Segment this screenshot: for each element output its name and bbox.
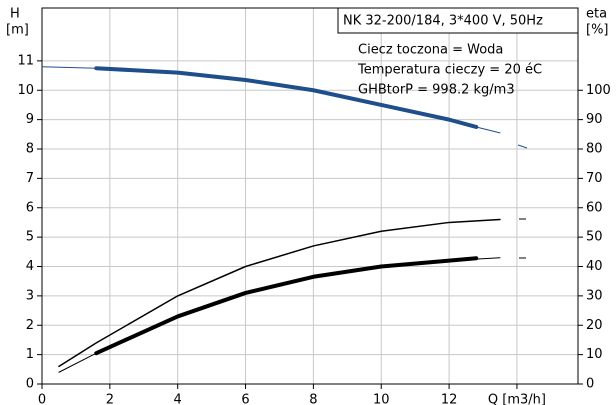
y2-tick-label: 50 (586, 230, 603, 245)
y-tick-label: 10 (17, 83, 34, 98)
y-tick-label: 0 (26, 377, 34, 392)
y-tick-label: 2 (26, 318, 34, 333)
curve (94, 256, 479, 356)
y2-tick-label: 90 (586, 112, 603, 127)
y2-tick-label: 100 (586, 83, 611, 98)
x-tick-label: 0 (38, 393, 46, 405)
x-tick-label: 6 (241, 393, 249, 405)
curve (58, 218, 501, 368)
y2-tick-label: 20 (586, 318, 603, 333)
annotation: Ciecz toczona = Woda (358, 43, 503, 58)
annotation: Temperatura cieczy = 20 éC (357, 63, 542, 78)
curve-end-dash (517, 144, 528, 149)
y-axis-label: [m] (6, 23, 29, 38)
y-tick-label: 1 (26, 347, 34, 362)
y2-tick-label: 30 (586, 288, 603, 303)
y2-axis-label: eta (586, 7, 607, 22)
x-tick-label: 10 (373, 393, 390, 405)
marks (41, 66, 501, 373)
y2-tick-label: 40 (586, 259, 603, 274)
chart-title: NK 32-200/184, 3*400 V, 50Hz (343, 14, 543, 29)
x-tick-label: 4 (174, 393, 182, 405)
annotation: GHBtorP = 998.2 kg/m3 (358, 83, 515, 98)
y2-tick-label: 80 (586, 142, 603, 157)
y-tick-label: 11 (17, 53, 34, 68)
y2-tick-label: 10 (586, 347, 603, 362)
y-tick-label: 6 (26, 200, 34, 215)
y-tick-label: 9 (26, 112, 34, 127)
x-tick-label: 2 (106, 393, 114, 405)
y2-tick-label: 60 (586, 200, 603, 215)
y-tick-label: 4 (26, 259, 34, 274)
y-tick-label: 8 (26, 142, 34, 157)
x-tick-label: Q [m3/h] (488, 393, 546, 405)
y2-tick-label: 70 (586, 171, 603, 186)
x-tick-label: 12 (441, 393, 458, 405)
y-tick-label: 5 (26, 230, 34, 245)
plot-frame (41, 7, 579, 385)
curve (94, 66, 479, 129)
y-tick-label: 3 (26, 288, 34, 303)
y2-axis-label: [%] (586, 23, 609, 38)
y-tick-label: 7 (26, 171, 34, 186)
y2-tick-label: 0 (586, 377, 594, 392)
x-tick-label: 8 (309, 393, 317, 405)
title-box (337, 7, 579, 34)
y-axis-label: H (10, 7, 20, 22)
